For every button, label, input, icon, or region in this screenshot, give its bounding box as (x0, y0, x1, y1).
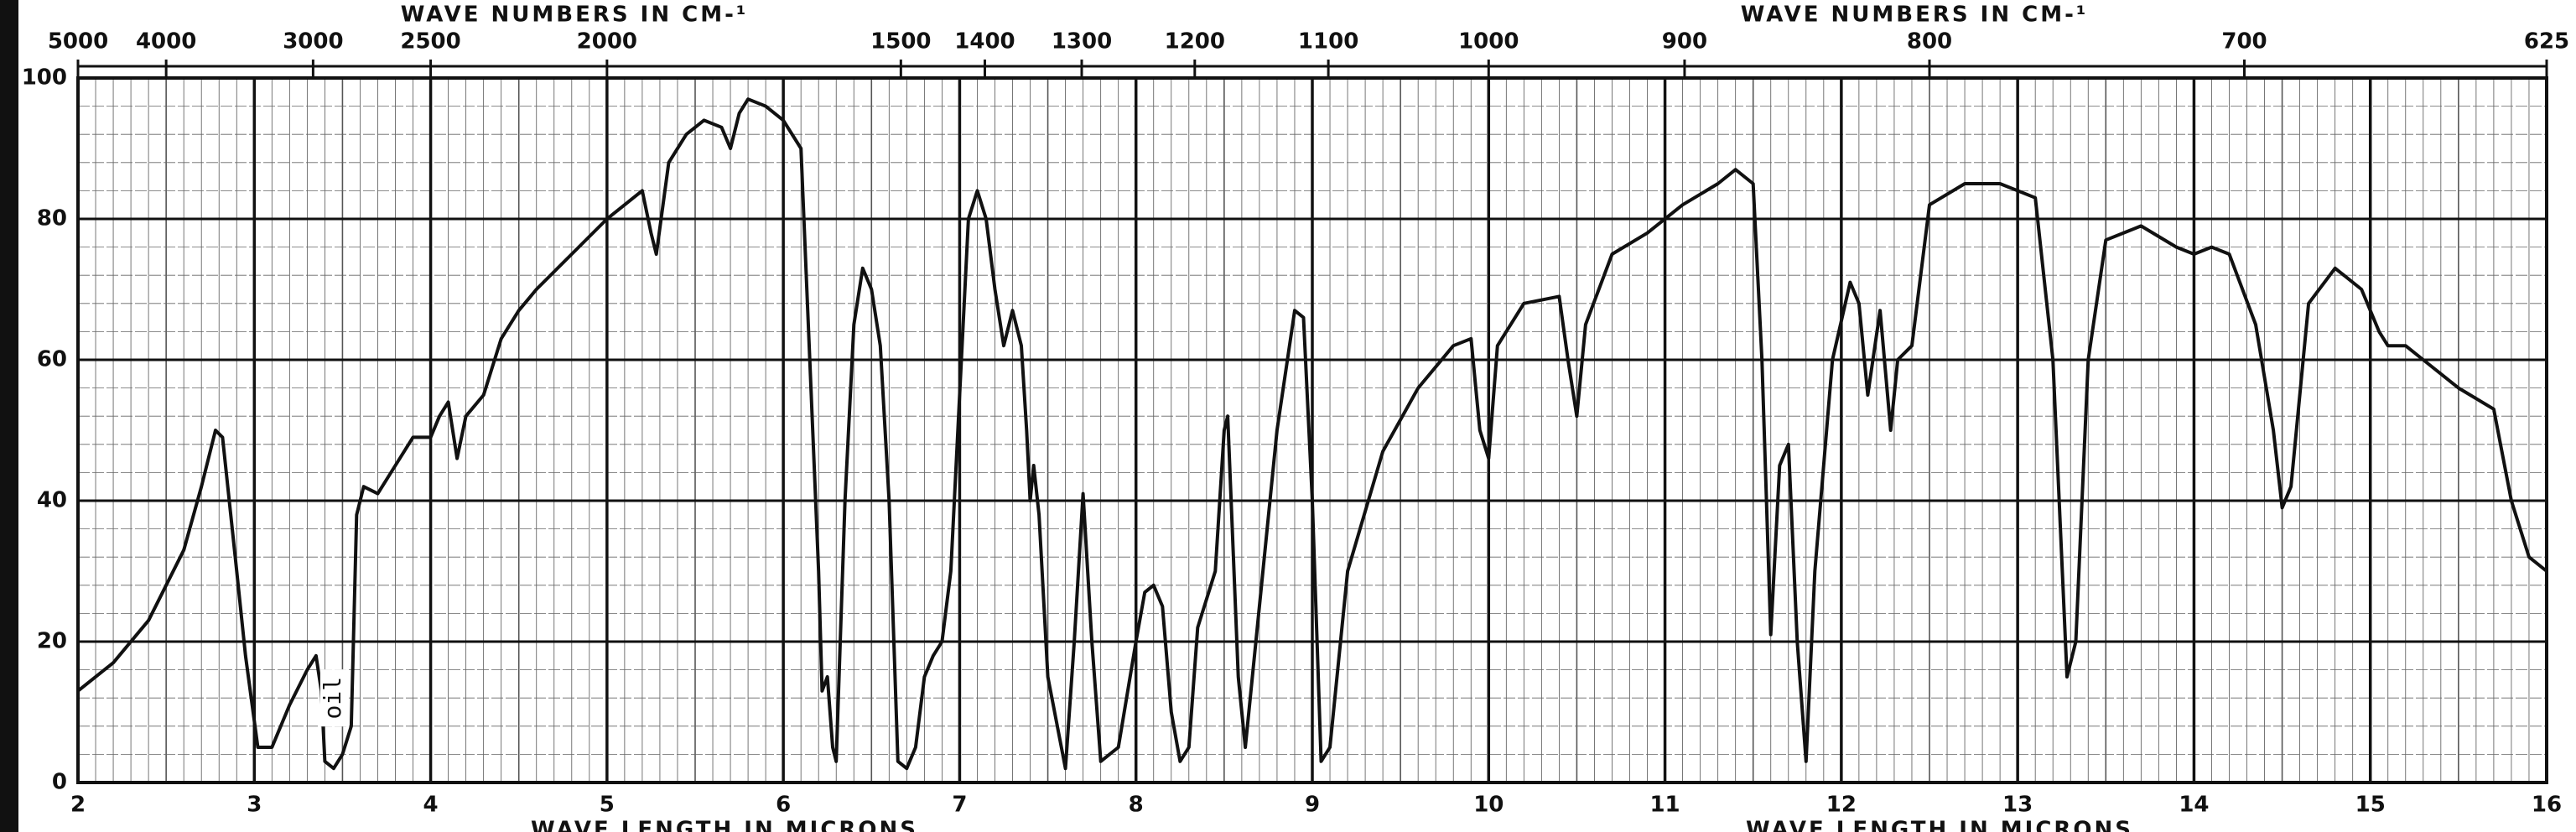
marks (76, 97, 2548, 771)
x-tick-label: 4 (423, 793, 439, 818)
x2-tick-label: 1300 (1052, 29, 1112, 55)
x2-tick-label: 1100 (1298, 29, 1358, 55)
x2-tick-label: 1200 (1165, 29, 1225, 55)
x-tick-label: 15 (2355, 793, 2386, 818)
spectrum-line (76, 97, 2548, 771)
grid (76, 76, 2548, 784)
x-axis-title: WAVE LENGTH IN MICRONS (1746, 818, 2133, 832)
x-tick-label: 7 (952, 793, 967, 818)
x-tick-label: 14 (2179, 793, 2209, 818)
x-tick-label: 9 (1305, 793, 1320, 818)
x-tick-label: 11 (1649, 793, 1680, 818)
y-tick-label: 80 (37, 206, 67, 231)
x2-tick-label: 700 (2221, 29, 2267, 55)
x2-tick-label: 3000 (283, 29, 343, 55)
plot-frame (76, 76, 2548, 784)
x-tick-label: 13 (2002, 793, 2033, 818)
x2-tick-label: 2000 (577, 29, 637, 55)
x2-tick-label: 900 (1662, 29, 1707, 55)
x2-tick-label: 5000 (48, 29, 108, 55)
x-tick-label: 5 (600, 793, 615, 818)
y-tick-label: 20 (37, 629, 67, 654)
x2-tick-label: 1400 (954, 29, 1015, 55)
x-tick-label: 12 (1826, 793, 1857, 818)
annotation-box (319, 669, 347, 727)
x-tick-label: 10 (1473, 793, 1504, 818)
x-axis-title: WAVE LENGTH IN MICRONS (531, 818, 918, 832)
y-tick-label: 40 (37, 488, 67, 513)
scan-edge (0, 0, 18, 832)
y-tick-label: 0 (52, 770, 67, 795)
x2-tick-label: 800 (1907, 29, 1952, 55)
y-tick-label: 100 (22, 65, 67, 91)
annotation: oil (319, 677, 346, 720)
x2-tick-label: 625 (2524, 29, 2569, 55)
x-tick-label: 16 (2532, 793, 2562, 818)
y-tick-label: 60 (37, 347, 67, 372)
x-tick-label: 8 (1129, 793, 1144, 818)
x2-tick-label: 4000 (136, 29, 196, 55)
x2-tick-label: 2500 (400, 29, 460, 55)
x2-axis-title: WAVE NUMBERS IN CM-¹ (1741, 3, 2089, 28)
x-tick-label: 6 (776, 793, 791, 818)
x2-axis-title: WAVE NUMBERS IN CM-¹ (401, 3, 749, 28)
x2-tick-label: 1500 (870, 29, 931, 55)
x-tick-label: 2 (70, 793, 86, 818)
x-tick-label: 3 (247, 793, 262, 818)
x2-tick-label: 1000 (1458, 29, 1519, 55)
